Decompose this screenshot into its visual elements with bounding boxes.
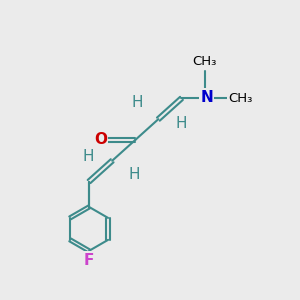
Text: CH₃: CH₃ xyxy=(192,55,217,68)
Text: CH₃: CH₃ xyxy=(228,92,253,105)
Text: H: H xyxy=(128,167,140,182)
Text: H: H xyxy=(176,116,187,131)
Text: N: N xyxy=(200,90,213,105)
Text: H: H xyxy=(82,148,94,164)
Text: F: F xyxy=(84,253,94,268)
Text: H: H xyxy=(132,95,143,110)
Text: O: O xyxy=(94,132,107,147)
